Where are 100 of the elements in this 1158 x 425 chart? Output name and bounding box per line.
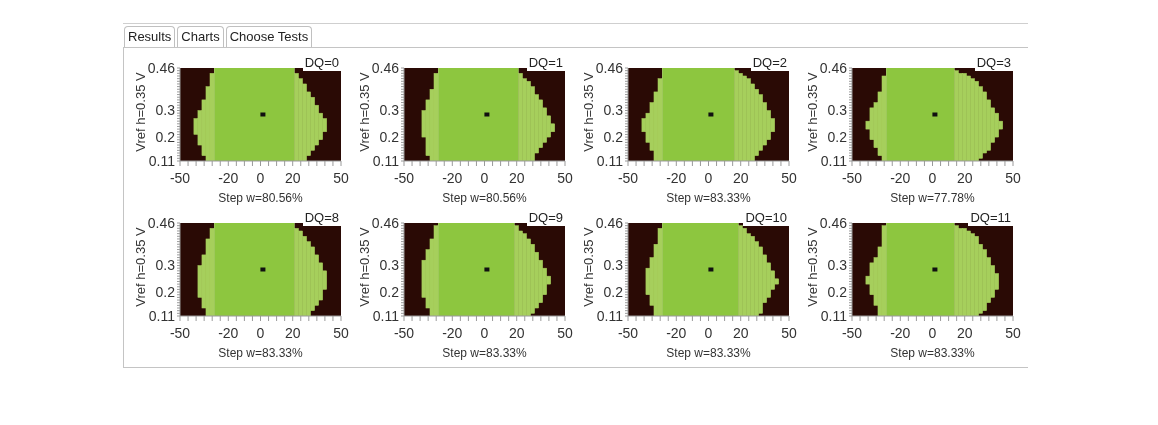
y-tick-label: 0.46: [595, 214, 624, 231]
x-tick-label: 50: [1005, 169, 1021, 186]
x-tick-label: 0: [928, 324, 937, 341]
y-tick-label: 0.11: [596, 152, 624, 169]
y-tick-label: 0.3: [379, 102, 400, 119]
x-axis-title: Step w=80.56%: [218, 191, 303, 205]
y-tick-label: 0.11: [148, 152, 176, 169]
y-axis-title: Vref h=0.35 V: [132, 226, 148, 307]
x-tick-label: -50: [841, 169, 863, 186]
y-tick-label: 0.46: [595, 59, 624, 76]
y-tick-label: 0.2: [827, 284, 848, 301]
x-tick-label: 0: [704, 169, 713, 186]
chart-title: DQ=10: [743, 210, 789, 226]
y-axis-title: Vref h=0.35 V: [804, 226, 820, 307]
chart-title: DQ=0: [302, 55, 341, 71]
y-tick-label: 0.2: [379, 129, 400, 146]
x-tick-label: 20: [508, 169, 525, 186]
x-tick-label: -20: [666, 169, 687, 186]
x-tick-label: -20: [442, 169, 463, 186]
chart-title: DQ=11: [968, 210, 1013, 226]
y-axis-title: Vref h=0.35 V: [356, 226, 372, 307]
y-tick-label: 0.46: [371, 59, 400, 76]
chart-title: DQ=9: [526, 210, 565, 226]
x-tick-label: -50: [393, 324, 415, 341]
x-tick-label: 20: [732, 169, 749, 186]
x-tick-label: 20: [284, 324, 301, 341]
x-tick-label: 50: [333, 169, 349, 186]
y-tick-label: 0.46: [819, 59, 848, 76]
y-tick-label: 0.46: [819, 214, 848, 231]
text: Choose Tests: [225, 26, 313, 47]
x-tick-label: 50: [1005, 324, 1021, 341]
x-tick-label: -50: [393, 169, 415, 186]
x-axis-title: Step w=83.33%: [218, 346, 303, 360]
chart-title: DQ=8: [302, 210, 341, 226]
text: Results: [124, 26, 176, 47]
bar: [298, 230, 303, 316]
x-tick-label: -20: [442, 324, 463, 341]
y-tick-label: 0.3: [827, 257, 848, 274]
x-tick-label: 0: [928, 169, 937, 186]
y-tick-label: 0.3: [155, 102, 176, 119]
x-tick-label: 0: [256, 324, 265, 341]
y-tick-label: 0.2: [603, 129, 624, 146]
x-tick-label: 0: [256, 169, 265, 186]
x-tick-label: -20: [666, 324, 687, 341]
y-tick-label: 0.3: [603, 102, 624, 119]
bar: [433, 73, 439, 161]
y-tick-label: 0.2: [603, 284, 624, 301]
text: Charts: [177, 26, 224, 47]
x-tick-label: -50: [617, 324, 639, 341]
chart-title: DQ=2: [750, 55, 789, 71]
x-tick-label: -50: [169, 169, 191, 186]
x-tick-label: -20: [890, 169, 911, 186]
x-tick-label: 50: [333, 324, 349, 341]
x-tick-label: -50: [169, 324, 191, 341]
bar: [433, 225, 439, 316]
y-tick-label: 0.11: [596, 307, 624, 324]
y-tick-label: 0.3: [603, 257, 624, 274]
x-tick-label: 50: [557, 324, 573, 341]
x-tick-label: -20: [218, 169, 239, 186]
x-axis-title: Step w=83.33%: [442, 346, 527, 360]
x-tick-label: 0: [704, 324, 713, 341]
x-axis-title: Step w=80.56%: [442, 191, 527, 205]
bar: [881, 75, 887, 161]
y-tick-label: 0.2: [155, 284, 176, 301]
y-tick-label: 0.46: [147, 59, 176, 76]
x-tick-label: 20: [732, 324, 749, 341]
x-tick-label: 50: [781, 169, 797, 186]
x-axis-title: Step w=77.78%: [890, 191, 975, 205]
bar: [209, 228, 215, 316]
x-axis-title: Step w=83.33%: [666, 191, 751, 205]
x-tick-label: -20: [890, 324, 911, 341]
y-tick-label: 0.2: [379, 284, 400, 301]
y-tick-label: 0.3: [379, 257, 400, 274]
y-axis-title: Vref h=0.35 V: [132, 71, 148, 152]
x-tick-label: 0: [480, 169, 489, 186]
y-tick-label: 0.11: [148, 307, 176, 324]
y-axis-title: Vref h=0.35 V: [356, 71, 372, 152]
bar: [657, 228, 663, 316]
x-axis-title: Step w=83.33%: [666, 346, 751, 360]
x-tick-label: 50: [781, 324, 797, 341]
y-axis-title: Vref h=0.35 V: [580, 226, 596, 307]
bar: [974, 236, 979, 316]
y-tick-label: 0.2: [827, 129, 848, 146]
x-tick-label: 0: [480, 324, 489, 341]
y-tick-label: 0.3: [827, 102, 848, 119]
chart-title: DQ=3: [974, 55, 1013, 71]
y-tick-label: 0.11: [372, 307, 400, 324]
y-tick-label: 0.46: [147, 214, 176, 231]
x-tick-label: 20: [956, 169, 973, 186]
bar: [881, 225, 887, 316]
x-tick-label: 20: [508, 324, 525, 341]
y-tick-label: 0.11: [372, 152, 400, 169]
x-tick-label: -20: [218, 324, 239, 341]
bar: [657, 78, 663, 161]
y-tick-label: 0.11: [820, 307, 848, 324]
y-tick-label: 0.3: [155, 257, 176, 274]
y-tick-label: 0.11: [820, 152, 848, 169]
chart-title: DQ=1: [526, 55, 565, 71]
y-axis-title: Vref h=0.35 V: [804, 71, 820, 152]
y-tick-label: 0.2: [155, 129, 176, 146]
